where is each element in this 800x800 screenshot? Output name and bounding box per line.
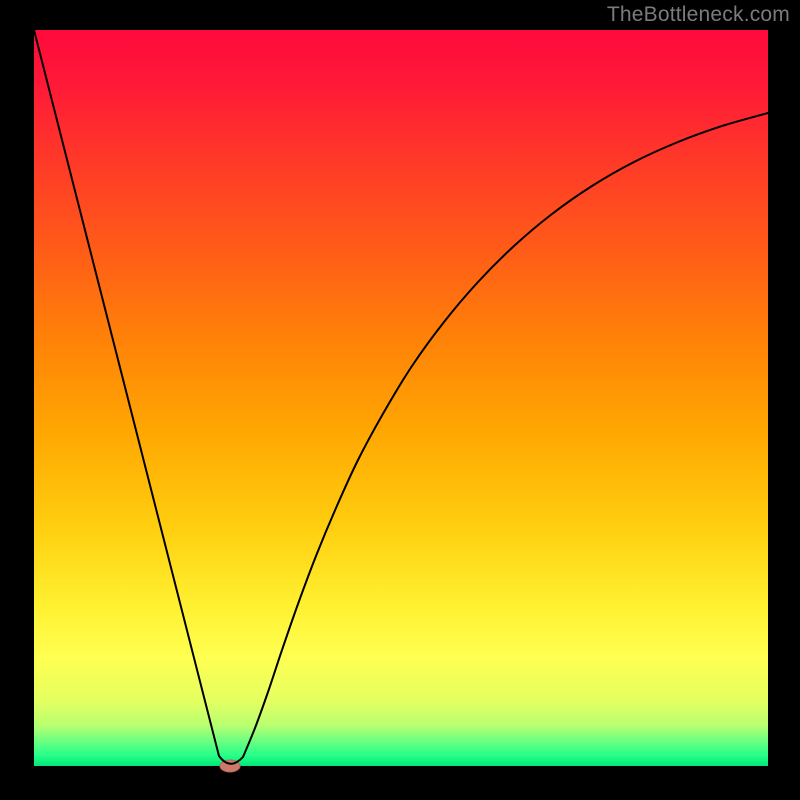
attribution-label: TheBottleneck.com (607, 3, 790, 27)
bottleneck-chart (0, 0, 800, 800)
chart-container: { "attribution": "TheBottleneck.com", "c… (0, 0, 800, 800)
plot-background (34, 30, 768, 766)
